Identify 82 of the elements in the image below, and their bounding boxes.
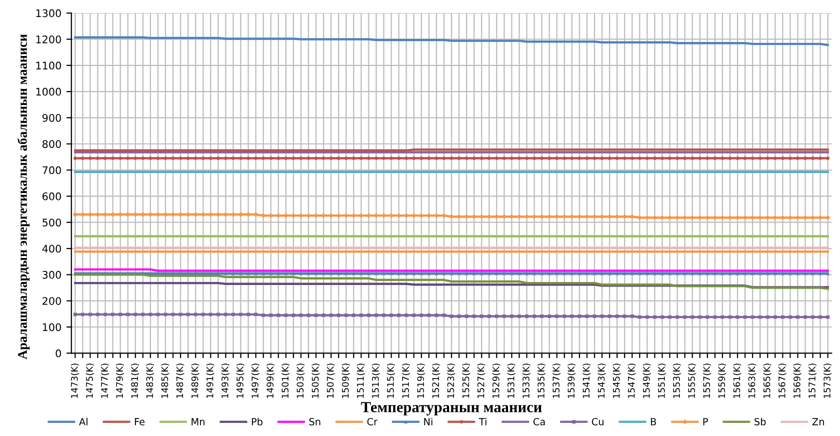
x-tick-label: 1563(K) [748, 364, 756, 398]
x-tick-label: 1509(K) [342, 364, 350, 398]
x-tick-label: 1537(K) [552, 364, 561, 398]
x-tick-label: 1489(K) [191, 364, 200, 398]
y-tick-label: 700 [42, 166, 61, 174]
x-tick-label: 1517(K) [402, 364, 410, 398]
legend-label: Fe [134, 418, 145, 426]
legend-label: Ti [478, 418, 486, 426]
x-tick-label: 1551(K) [658, 364, 666, 398]
x-tick-label: 1523(K) [447, 364, 456, 398]
y-tick-label: 200 [42, 297, 61, 305]
y-tick-label: 800 [42, 140, 61, 148]
x-tick-label: 1481(K) [131, 364, 140, 398]
legend-label: Cu [592, 418, 604, 426]
x-tick-label: 1555(K) [688, 364, 696, 398]
x-tick-label: 1483(K) [146, 364, 154, 398]
line-series [74, 36, 829, 46]
x-tick-label: 1547(K) [628, 364, 636, 398]
y-tick-label: 1200 [36, 35, 61, 44]
x-tick-label: 1495(K) [236, 364, 244, 398]
x-tick-label: 1559(K) [718, 364, 726, 398]
y-tick-label: 1100 [36, 62, 61, 70]
x-tick-label: 1515(K) [386, 364, 395, 398]
x-tick-label: 1549(K) [642, 364, 651, 398]
x-tick-label: 1497(K) [251, 364, 260, 398]
x-tick-label: 1499(K) [266, 364, 275, 398]
legend-label: Mn [192, 418, 204, 426]
x-tick-label: 1501(K) [282, 364, 290, 398]
y-tick-label: 0 [56, 349, 61, 358]
x-tick-label: 1533(K) [522, 364, 530, 398]
legend-label: Cr [367, 418, 378, 426]
legend-label: Sb [754, 418, 766, 426]
y-tick-label: 900 [42, 114, 61, 122]
x-tick-label: 1487(K) [176, 364, 184, 398]
x-axis-title: Температуранын мааниси [361, 402, 542, 416]
x-tick-label: 1571(K) [808, 364, 816, 398]
legend-label: Al [79, 418, 88, 426]
legend-label: Ni [424, 418, 432, 426]
x-tick-label: 1511(K) [356, 364, 365, 398]
x-tick-label: 1565(K) [763, 364, 772, 398]
x-tick-label: 1545(K) [612, 364, 621, 398]
x-tick-label: 1475(K) [86, 364, 94, 398]
legend-label: B [650, 418, 656, 426]
y-tick-label: 600 [42, 192, 61, 200]
x-tick-label: 1525(K) [462, 364, 470, 398]
x-tick-label: 1569(K) [793, 364, 802, 398]
legend-label: Sn [309, 418, 320, 426]
y-tick-label: 400 [42, 244, 61, 253]
x-tick-label: 1531(K) [507, 364, 516, 398]
y-tick-label: 500 [42, 218, 61, 226]
x-tick-label: 1507(K) [326, 364, 335, 398]
legend-label: Pb [252, 418, 262, 426]
x-tick-label: 1527(K) [477, 364, 486, 398]
x-tick-label: 1553(K) [672, 364, 681, 398]
x-tick-label: 1539(K) [568, 364, 576, 398]
legend-label: Zn [812, 418, 824, 426]
x-tick-label: 1557(K) [703, 364, 712, 398]
x-tick-label: 1477(K) [100, 364, 109, 398]
legend-label: Ca [533, 418, 545, 426]
x-tick-label: 1513(K) [372, 364, 380, 398]
x-tick-label: 1567(K) [778, 364, 786, 398]
x-tick-label: 1521(K) [432, 364, 440, 398]
x-tick-label: 1503(K) [296, 364, 305, 398]
x-tick-label: 1491(K) [206, 364, 214, 398]
x-tick-label: 1479(K) [116, 364, 124, 398]
x-tick-label: 1485(K) [161, 364, 170, 398]
x-tick-label: 1573(K) [823, 364, 832, 398]
legend-label: P [703, 418, 708, 426]
x-tick-label: 1535(K) [537, 364, 546, 398]
y-tick-label: 1300 [36, 9, 61, 18]
x-tick-label: 1561(K) [733, 364, 742, 398]
y-tick-label: 1000 [36, 88, 61, 96]
y-tick-label: 100 [42, 323, 61, 332]
x-tick-label: 1505(K) [312, 364, 320, 398]
x-tick-label: 1541(K) [582, 364, 591, 398]
x-tick-label: 1529(K) [492, 364, 500, 398]
y-axis-title: Аралашмалардын энергетикалык абалынын мааниси [17, 34, 30, 360]
x-tick-label: 1519(K) [417, 364, 426, 398]
x-tick-label: 1473(K) [70, 364, 79, 398]
y-tick-label: 300 [42, 270, 61, 279]
x-tick-label: 1493(K) [221, 364, 230, 398]
x-tick-label: 1543(K) [598, 364, 606, 398]
